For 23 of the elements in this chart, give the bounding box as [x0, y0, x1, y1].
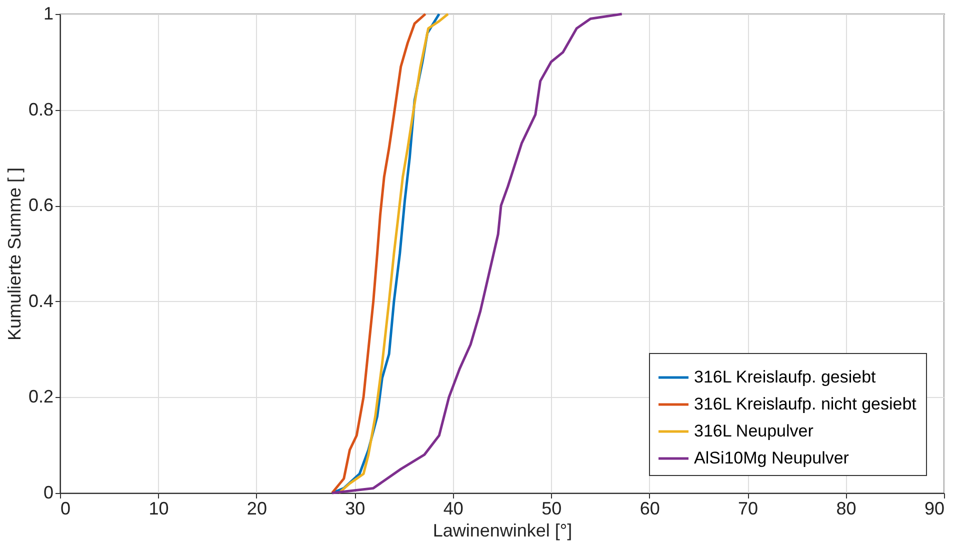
- x-axis-title: Lawinenwinkel [°]: [432, 520, 572, 540]
- y-tick-label: 0.8: [28, 99, 54, 120]
- y-tick-label: 0: [43, 482, 54, 502]
- x-tick-label: 70: [738, 498, 758, 518]
- y-tick-label: 0.6: [28, 195, 54, 216]
- legend-label: 316L Kreislaufp. gesiebt: [694, 368, 876, 386]
- x-tick-label: 40: [443, 498, 464, 518]
- legend-label: AlSi10Mg Neupulver: [694, 448, 850, 468]
- x-tick-label: 20: [246, 498, 267, 518]
- y-tick-label: 0.4: [28, 290, 54, 311]
- x-tick-label: 10: [148, 498, 169, 518]
- legend-label: 316L Neupulver: [694, 422, 814, 440]
- y-tick-label: 0.2: [28, 386, 54, 407]
- x-tick-label: 50: [542, 498, 562, 518]
- x-tick-label: 0: [60, 498, 71, 518]
- line-series: [330, 12, 624, 494]
- x-tick-label: 60: [640, 498, 660, 518]
- x-tick-label: 80: [836, 498, 856, 518]
- y-axis-title: Kumulierte Summe [ ]: [4, 167, 24, 341]
- x-tick-label: 90: [924, 498, 944, 518]
- legend-label: 316L Kreislaufp. nicht gesiebt: [694, 394, 917, 414]
- y-tick-label: 1: [43, 4, 54, 24]
- x-tick-label: 30: [345, 498, 366, 518]
